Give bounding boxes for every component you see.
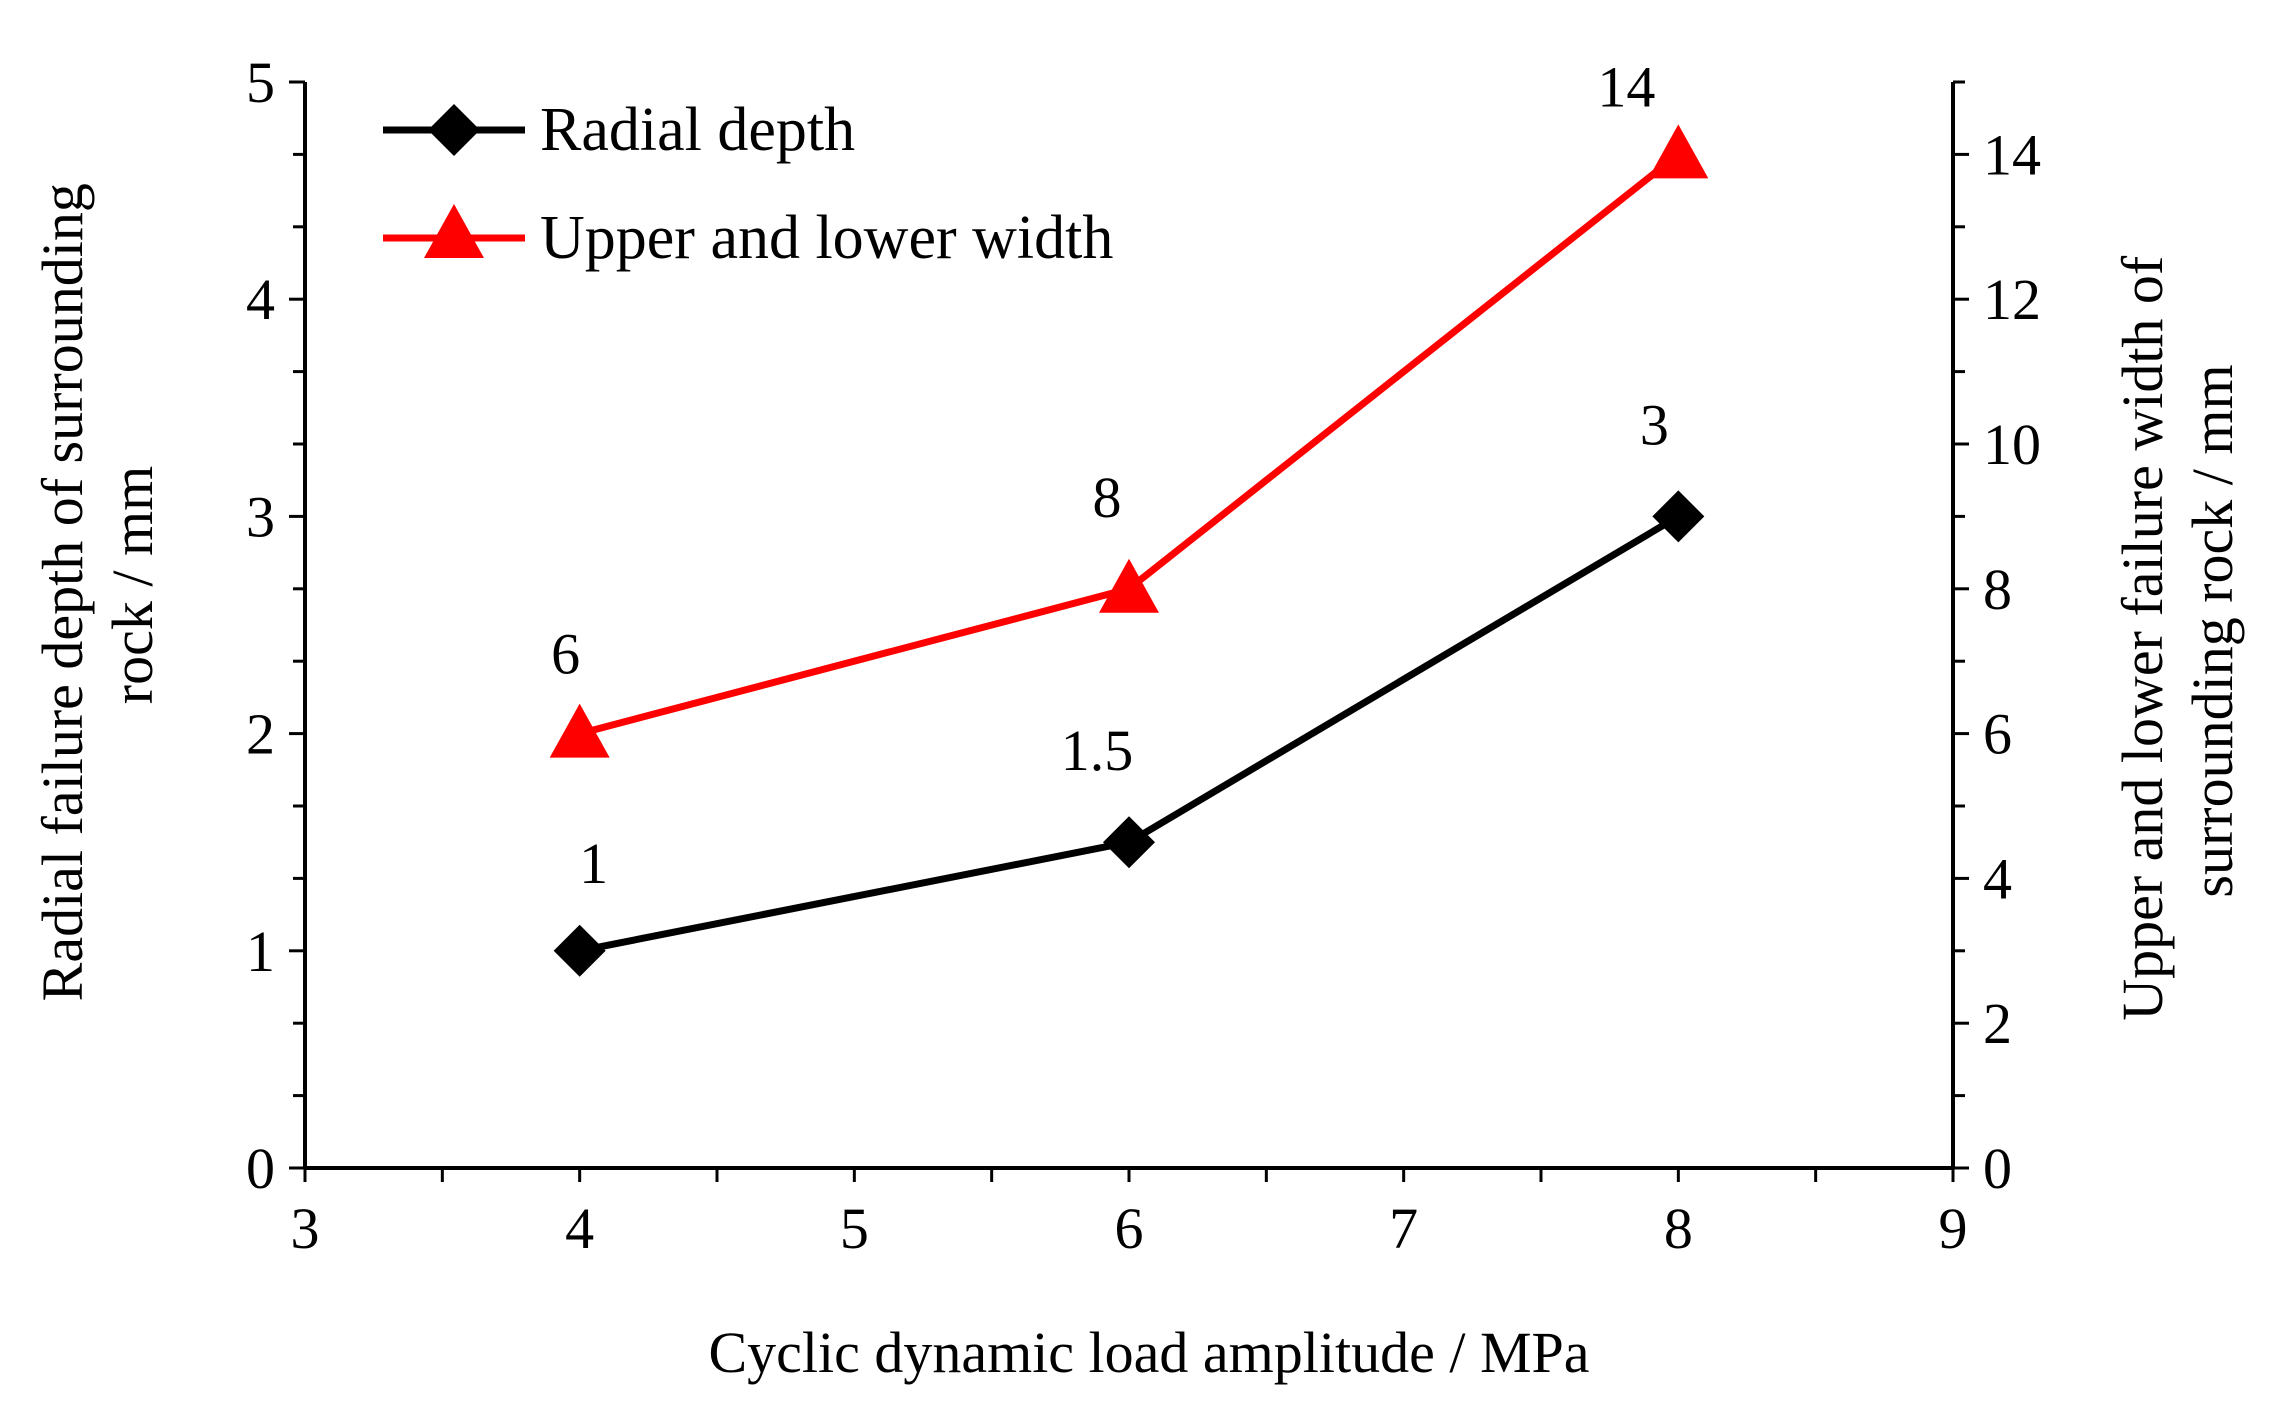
data-label: 1 (579, 831, 608, 896)
data-point-marker (1648, 124, 1709, 179)
left-y-tick-label: 1 (246, 919, 275, 984)
data-point-marker (549, 703, 610, 758)
right-y-tick-label: 14 (1983, 122, 2041, 187)
legend-label: Upper and lower width (540, 204, 1113, 272)
series-radial-depth: 11.53 (553, 392, 1705, 977)
data-label: 8 (1093, 465, 1122, 530)
legend-item: Upper and lower width (383, 204, 1113, 272)
left-y-axis-title-line-1: Radial failure depth of surrounding (30, 183, 95, 1001)
left-y-axis-title-line-2: rock / mm (100, 466, 165, 704)
x-tick-label: 4 (565, 1196, 594, 1261)
legend-item: Radial depth (383, 96, 855, 164)
x-tick-label: 3 (291, 1196, 320, 1261)
legend-label: Radial depth (540, 96, 855, 164)
legend: Radial depth Upper and lower width (383, 96, 1113, 272)
right-y-tick-label: 0 (1983, 1136, 2012, 1201)
data-point-marker (1652, 490, 1705, 543)
right-y-axis-title: Upper and lower failure width of surroun… (2110, 241, 2245, 1021)
data-label: 3 (1640, 392, 1669, 457)
right-y-tick-label: 4 (1983, 846, 2012, 911)
x-tick-label: 8 (1664, 1196, 1693, 1261)
x-axis-title: Cyclic dynamic load amplitude / MPa (708, 1320, 1589, 1385)
legend-marker (424, 204, 484, 258)
right-y-axis-title-line-2: surrounding rock / mm (2180, 364, 2245, 897)
data-point-marker (553, 924, 606, 977)
data-point-marker (1099, 558, 1159, 613)
data-point-marker (1103, 816, 1155, 869)
left-y-tick-label: 5 (246, 50, 275, 115)
right-y-axis-title-line-1: Upper and lower failure width of (2110, 255, 2175, 1021)
series-upper-lower-width: 6 8 14 (549, 54, 1709, 758)
x-tick-label: 6 (1115, 1196, 1144, 1261)
right-y-tick-label: 10 (1983, 412, 2041, 477)
x-tick-label: 5 (840, 1196, 869, 1261)
x-tick-label: 7 (1389, 1196, 1418, 1261)
data-label: 1.5 (1061, 718, 1134, 783)
data-label: 14 (1597, 54, 1655, 119)
legend-marker (428, 104, 480, 156)
data-label: 6 (551, 622, 580, 687)
right-y-tick-label: 12 (1983, 267, 2041, 332)
right-y-tick-label: 8 (1983, 557, 2012, 622)
left-y-tick-label: 0 (246, 1136, 275, 1201)
left-y-axis-title: Radial failure depth of surrounding rock… (30, 169, 165, 1002)
left-y-tick-label: 3 (246, 484, 275, 549)
right-y-tick-label: 6 (1983, 702, 2012, 767)
left-y-tick-label: 2 (246, 702, 275, 767)
left-y-tick-label: 4 (246, 267, 275, 332)
x-tick-label: 9 (1939, 1196, 1968, 1261)
right-y-tick-label: 2 (1983, 991, 2012, 1056)
